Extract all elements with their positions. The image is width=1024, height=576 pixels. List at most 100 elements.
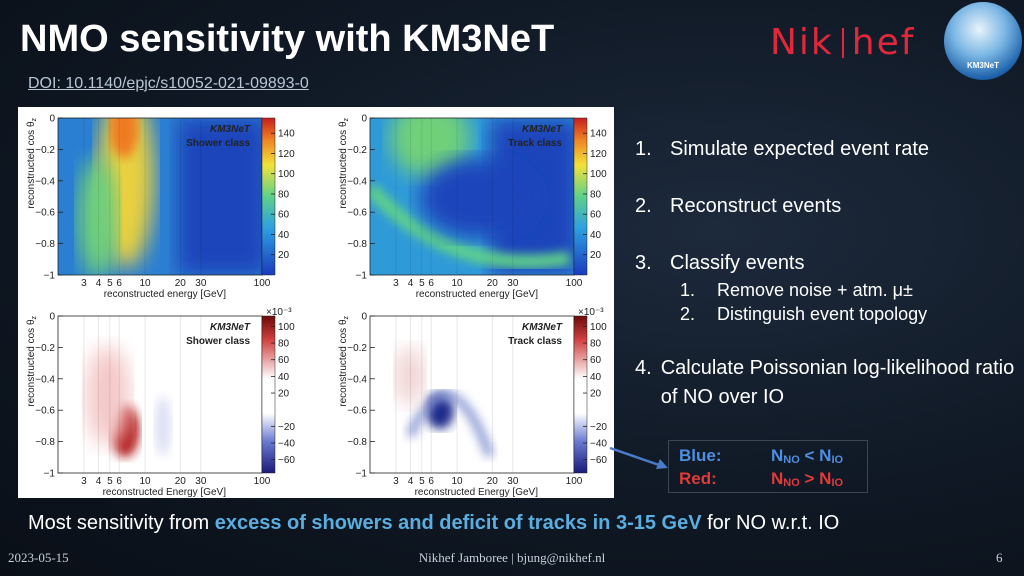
conclusion: Most sensitivity from excess of showers … (28, 512, 839, 535)
y-tick-label: 0 (361, 114, 367, 125)
x-tick-label: 3 (81, 278, 87, 289)
step: 3. Classify events (635, 249, 1015, 278)
doi-link[interactable]: DOI: 10.1140/epjc/s10052-021-09893-0 (28, 75, 309, 92)
step-item: 3. Classify events 1. Remove noise + atm. μ… (635, 249, 1015, 326)
y-tick-label: −0.4 (35, 374, 55, 385)
heatmap-band (370, 183, 572, 269)
y-tick-label: −0.8 (35, 239, 55, 250)
page-number: 6 (996, 550, 1003, 565)
x-axis-label: reconstructed Energy [GeV] (415, 487, 539, 498)
logo-right: hef (851, 22, 916, 63)
x-tick-label: 20 (487, 278, 499, 289)
x-tick-label: 5 (107, 278, 113, 289)
heatmap (370, 316, 574, 473)
x-tick-label: 6 (116, 476, 122, 487)
step-number: 4. (635, 357, 652, 379)
x-tick-label: 3 (393, 476, 399, 487)
y-tick-label: −0.4 (35, 176, 55, 187)
legend-row: Red: NNO > NIO (679, 469, 843, 489)
cbar-label: 100 (590, 169, 607, 180)
nikhef-logo: Nik hef (770, 22, 915, 63)
y-tick-label: 0 (361, 312, 367, 323)
heatmap-pink (86, 346, 130, 446)
y-label-text: reconstructed cos θ (338, 319, 349, 407)
cbar-label: 140 (590, 129, 607, 140)
sub-text: Remove noise + atm. μ± (717, 280, 913, 300)
cbar-label: 40 (278, 230, 290, 241)
y-tick-label: −0.6 (35, 406, 55, 417)
operator: < (799, 446, 820, 465)
y-tick-label: −1 (356, 469, 368, 480)
step-number: 2. (635, 195, 652, 217)
n-symbol: N (819, 469, 832, 488)
cbar-label: 60 (278, 210, 290, 221)
y-axis-label: reconstructed cos θz (26, 316, 38, 407)
steps: 1. Simulate expected event rate 2. Reconstr… (635, 135, 1015, 440)
cbar-label: −40 (278, 439, 295, 450)
footer-date: 2023-05-15 (8, 550, 69, 565)
x-axis-label: reconstructed Energy [GeV] (103, 487, 227, 498)
y-tick-label: −0.6 (35, 208, 55, 219)
x-tick-label: 30 (195, 476, 207, 487)
n-sub: IO (831, 454, 844, 466)
heatmap (370, 118, 574, 275)
x-tick-label: 6 (428, 278, 434, 289)
step-text: Classify events (670, 252, 805, 274)
panel-class: Shower class (186, 336, 250, 347)
step: 1. Simulate expected event rate (635, 135, 1015, 164)
operator: > (799, 469, 820, 488)
y-tick-label: −1 (356, 271, 368, 282)
n-symbol: N (771, 469, 784, 488)
colorbar (573, 315, 588, 474)
cbar-label: 40 (278, 372, 290, 383)
heatmap (58, 118, 262, 275)
legend-box: Blue: NNO < NIO Red: NNO > NIO (668, 440, 868, 493)
y-axis-label: reconstructed cos θz (26, 118, 38, 209)
y-tick-label: −0.2 (347, 343, 367, 354)
x-tick-label: 30 (507, 278, 519, 289)
x-axis-label: reconstructed energy [GeV] (416, 289, 539, 300)
y-tick-label: −0.8 (35, 437, 55, 448)
y-tick-label: −0.4 (347, 176, 367, 187)
cbar-scale: ×10⁻³ (266, 307, 292, 318)
x-axis-label: reconstructed energy [GeV] (104, 289, 227, 300)
cbar-scale: ×10⁻³ (578, 307, 604, 318)
y-label-text: reconstructed cos θ (26, 319, 37, 407)
cbar-label: 80 (278, 189, 290, 200)
n-sub: IO (831, 477, 844, 489)
cbar-label: −60 (278, 455, 295, 466)
conclusion-text: Most sensitivity from (28, 512, 215, 534)
panel-label: KM3NeT (210, 322, 251, 333)
x-tick-label: 6 (428, 476, 434, 487)
y-tick-label: −0.8 (347, 437, 367, 448)
n-symbol: N (771, 446, 784, 465)
x-tick-label: 3 (393, 278, 399, 289)
y-tick-label: −0.4 (347, 374, 367, 385)
heatmap-low (178, 118, 262, 275)
cbar-label: 20 (278, 389, 290, 400)
x-tick-label: 30 (195, 278, 207, 289)
cbar-label: 20 (590, 250, 602, 261)
legend-relation: NNO < NIO (771, 446, 843, 466)
cbar-label: 80 (590, 189, 602, 200)
badge-text: KM3NeT (966, 61, 999, 70)
y-label-sub: z (343, 118, 350, 122)
panel-class: Track class (508, 138, 562, 149)
heatmap-hot (390, 118, 470, 178)
heatmap (58, 316, 262, 473)
cbar-label: 60 (278, 355, 290, 366)
y-tick-label: 0 (49, 312, 55, 323)
y-label-sub: z (343, 316, 350, 320)
cbar-label: 120 (590, 149, 607, 160)
x-tick-label: 5 (107, 476, 113, 487)
y-tick-label: −0.2 (347, 145, 367, 156)
y-label-sub: z (31, 118, 38, 122)
step-number: 1. (635, 138, 652, 160)
x-tick-label: 10 (452, 476, 464, 487)
logo-bar (841, 28, 844, 58)
y-label-text: reconstructed cos θ (338, 121, 349, 209)
cbar-label: 60 (590, 210, 602, 221)
legend-label: Blue: (679, 446, 722, 465)
cbar-label: 120 (278, 149, 295, 160)
